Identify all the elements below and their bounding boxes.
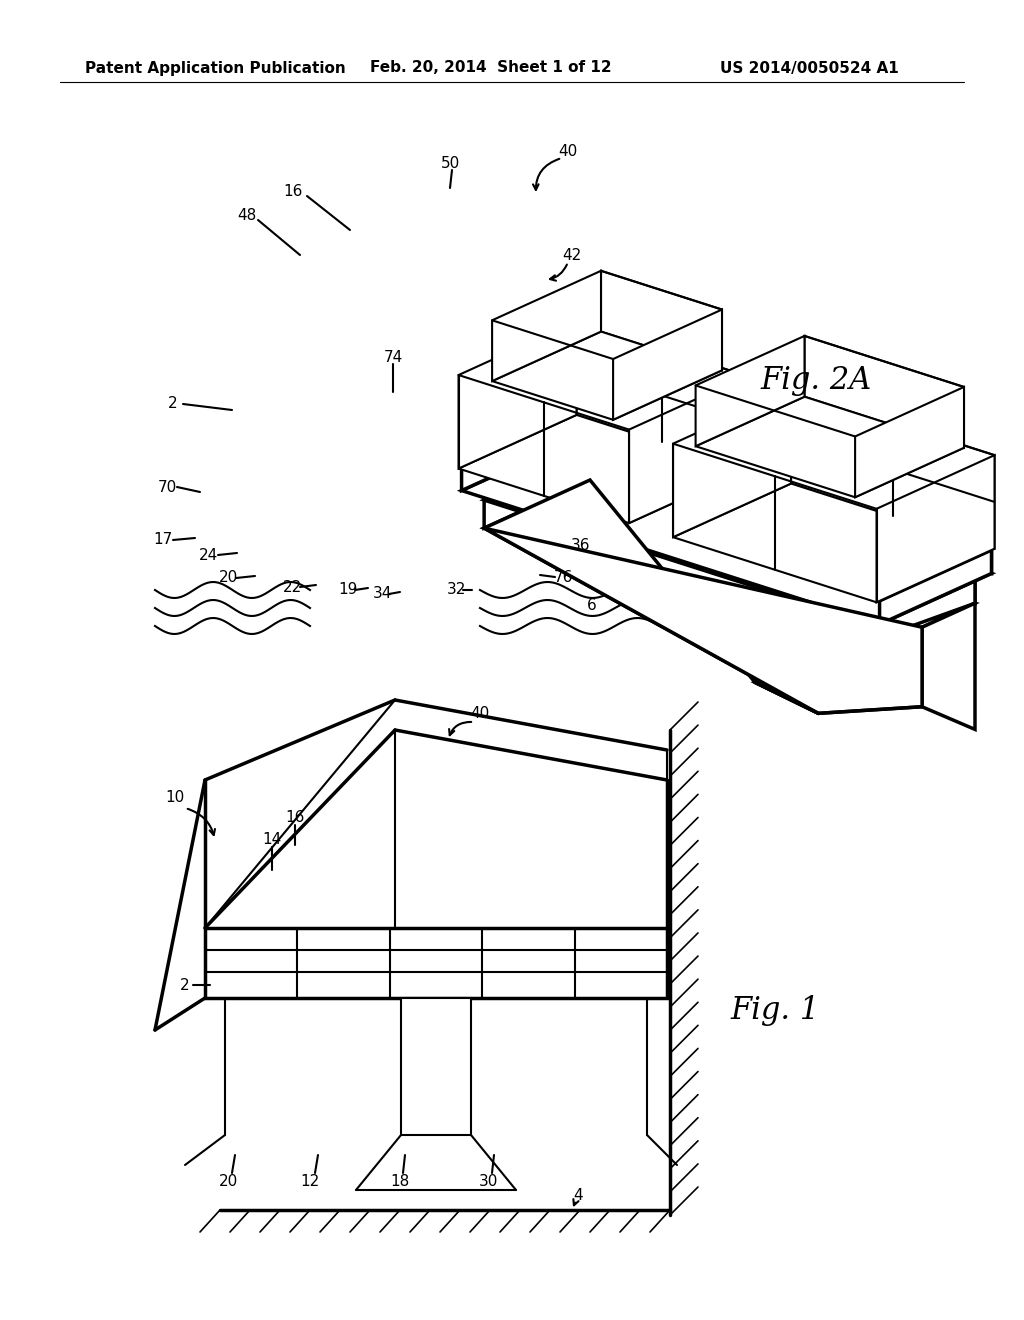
Polygon shape bbox=[805, 335, 964, 447]
Polygon shape bbox=[205, 928, 667, 998]
Polygon shape bbox=[695, 335, 805, 446]
Polygon shape bbox=[484, 480, 975, 651]
Polygon shape bbox=[401, 998, 471, 1135]
Text: 12: 12 bbox=[300, 1175, 319, 1189]
Polygon shape bbox=[462, 416, 573, 491]
Polygon shape bbox=[601, 271, 722, 371]
Polygon shape bbox=[629, 376, 748, 523]
Polygon shape bbox=[880, 550, 991, 624]
Text: Fig. 1: Fig. 1 bbox=[730, 994, 819, 1026]
Text: 14: 14 bbox=[262, 833, 282, 847]
Text: 17: 17 bbox=[154, 532, 173, 548]
Text: 42: 42 bbox=[562, 248, 582, 263]
Text: 19: 19 bbox=[338, 582, 357, 598]
Polygon shape bbox=[695, 397, 964, 498]
Text: 32: 32 bbox=[447, 582, 467, 598]
Text: 40: 40 bbox=[470, 706, 489, 722]
Text: Patent Application Publication: Patent Application Publication bbox=[85, 61, 346, 75]
Text: 2: 2 bbox=[168, 396, 178, 412]
Polygon shape bbox=[613, 309, 722, 420]
Text: 24: 24 bbox=[199, 548, 218, 562]
Text: 50: 50 bbox=[440, 156, 460, 170]
Polygon shape bbox=[484, 451, 975, 623]
Polygon shape bbox=[755, 603, 975, 713]
Polygon shape bbox=[590, 451, 975, 603]
Text: 74: 74 bbox=[383, 350, 402, 364]
Polygon shape bbox=[577, 321, 748, 470]
Text: 48: 48 bbox=[238, 209, 257, 223]
Text: Feb. 20, 2014  Sheet 1 of 12: Feb. 20, 2014 Sheet 1 of 12 bbox=[370, 61, 611, 75]
Polygon shape bbox=[484, 528, 922, 713]
Text: 76: 76 bbox=[553, 569, 572, 585]
Text: 10: 10 bbox=[165, 791, 184, 805]
Text: 20: 20 bbox=[218, 570, 238, 586]
Polygon shape bbox=[673, 389, 791, 537]
Text: 20: 20 bbox=[218, 1175, 238, 1189]
Polygon shape bbox=[791, 389, 994, 549]
Text: 40: 40 bbox=[558, 144, 578, 160]
Polygon shape bbox=[922, 603, 975, 730]
Text: Fig. 2A: Fig. 2A bbox=[760, 364, 871, 396]
Text: 18: 18 bbox=[390, 1175, 410, 1189]
Polygon shape bbox=[855, 387, 964, 498]
Text: 2: 2 bbox=[180, 978, 189, 993]
Text: 16: 16 bbox=[286, 810, 305, 825]
Polygon shape bbox=[493, 271, 601, 381]
Polygon shape bbox=[459, 414, 748, 523]
Text: 4: 4 bbox=[573, 1188, 583, 1203]
Polygon shape bbox=[673, 483, 994, 602]
Text: 30: 30 bbox=[478, 1175, 498, 1189]
Polygon shape bbox=[573, 416, 991, 573]
Polygon shape bbox=[462, 440, 991, 624]
Text: 34: 34 bbox=[373, 586, 392, 602]
Text: 6: 6 bbox=[587, 598, 597, 612]
Text: 36: 36 bbox=[571, 537, 591, 553]
Polygon shape bbox=[869, 576, 975, 651]
Polygon shape bbox=[877, 455, 994, 602]
Text: 70: 70 bbox=[158, 479, 176, 495]
Text: 22: 22 bbox=[284, 579, 303, 594]
Text: US 2014/0050524 A1: US 2014/0050524 A1 bbox=[720, 61, 899, 75]
Text: 16: 16 bbox=[284, 183, 303, 198]
Polygon shape bbox=[493, 331, 722, 420]
Polygon shape bbox=[459, 321, 577, 469]
Polygon shape bbox=[484, 451, 590, 528]
Polygon shape bbox=[484, 480, 818, 713]
